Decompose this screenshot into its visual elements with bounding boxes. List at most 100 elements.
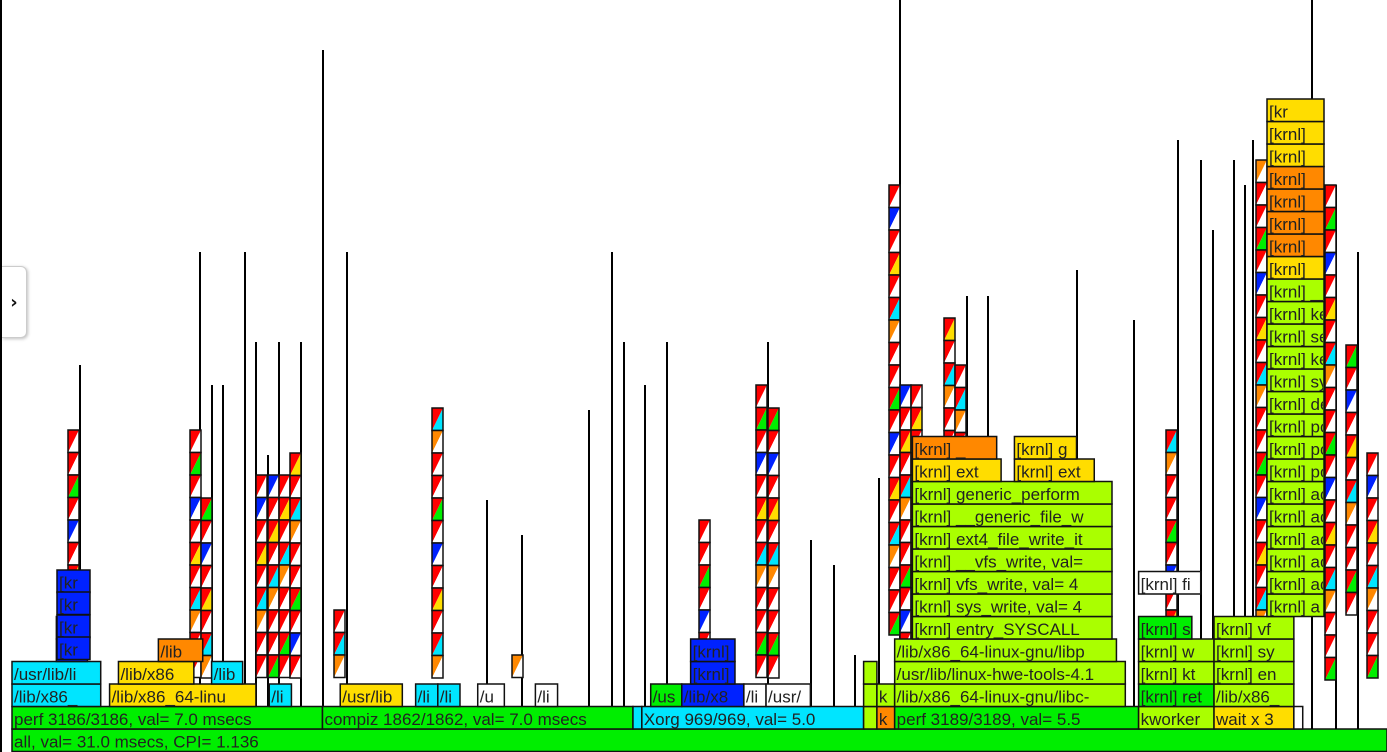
- flame-frame[interactable]: /lib: [157, 638, 204, 663]
- flame-frame[interactable]: [755, 519, 768, 544]
- flame-frame[interactable]: [278, 631, 291, 656]
- frame-half[interactable]: [1367, 588, 1378, 611]
- frame-half[interactable]: [201, 498, 212, 521]
- flame-frame[interactable]: [888, 521, 901, 546]
- flame-frame[interactable]: [899, 541, 912, 566]
- flame-frame[interactable]: [krnl] generic_perform: [911, 480, 1113, 505]
- flame-frame[interactable]: [189, 541, 202, 566]
- frame-half[interactable]: [889, 230, 900, 253]
- flame-frame[interactable]: [krnl] ac: [1266, 525, 1329, 550]
- flame-frame[interactable]: [888, 454, 901, 479]
- flame-frame[interactable]: [278, 541, 291, 566]
- flame-frame[interactable]: [431, 564, 444, 589]
- frame-half[interactable]: [190, 565, 201, 588]
- flame-frame[interactable]: [krnl] vfs_write, val= 4: [911, 570, 1113, 595]
- flame-frame[interactable]: [255, 519, 268, 544]
- frame-rect[interactable]: [1137, 615, 1193, 640]
- flame-frame[interactable]: [1345, 411, 1358, 436]
- frame-half[interactable]: [268, 475, 279, 498]
- flame-frame[interactable]: [1165, 474, 1178, 499]
- flame-frame[interactable]: [1255, 181, 1268, 206]
- flame-frame[interactable]: [1345, 501, 1358, 526]
- flame-frame[interactable]: [511, 654, 524, 679]
- flame-frame[interactable]: [267, 631, 280, 656]
- frame-half[interactable]: [768, 633, 779, 656]
- frame-half[interactable]: [1256, 317, 1267, 341]
- flame-frame[interactable]: [267, 654, 280, 679]
- frame-half[interactable]: [256, 520, 267, 543]
- flame-frame[interactable]: [189, 519, 202, 544]
- flame-frame[interactable]: [krnl] sy: [1213, 638, 1295, 663]
- flame-frame[interactable]: [200, 587, 213, 612]
- frame-half[interactable]: [290, 655, 301, 679]
- flame-frame[interactable]: [krnl] po: [1266, 458, 1329, 483]
- frame-half[interactable]: [699, 542, 710, 566]
- flame-frame[interactable]: [1324, 206, 1337, 231]
- flame-frame[interactable]: /lib/x86: [117, 660, 195, 685]
- flame-frame[interactable]: [1324, 454, 1337, 479]
- frame-half[interactable]: [1256, 452, 1267, 476]
- flame-frame[interactable]: [698, 609, 711, 634]
- frame-half[interactable]: [889, 545, 900, 568]
- flame-frame[interactable]: [krnl] sys_write, val= 4: [911, 593, 1113, 618]
- flame-frame[interactable]: [67, 474, 80, 499]
- flame-frame[interactable]: wait x 3: [1213, 705, 1295, 730]
- flame-frame[interactable]: /usr/lib/li: [11, 660, 102, 685]
- flame-frame[interactable]: [1324, 184, 1337, 209]
- flame-frame[interactable]: k: [876, 705, 896, 730]
- frame-rect[interactable]: [767, 654, 780, 679]
- frame-half[interactable]: [190, 452, 201, 476]
- flame-frame[interactable]: kworker: [1137, 705, 1215, 730]
- flame-frame[interactable]: [899, 496, 912, 521]
- frame-half[interactable]: [1367, 655, 1378, 679]
- frame-half[interactable]: [889, 522, 900, 546]
- frame-half[interactable]: [1325, 635, 1336, 658]
- flame-frame[interactable]: [1255, 384, 1268, 409]
- expand-panel-button[interactable]: ›: [2, 266, 27, 338]
- frame-half[interactable]: [201, 633, 212, 656]
- frame-half[interactable]: [1367, 520, 1378, 544]
- flame-frame[interactable]: [255, 609, 268, 634]
- flame-frame[interactable]: [krnl]: [689, 638, 736, 663]
- flame-frame[interactable]: [krnl] po: [1266, 413, 1329, 438]
- flame-frame[interactable]: [333, 609, 346, 634]
- frame-rect[interactable]: [437, 683, 461, 708]
- flame-frame[interactable]: [1324, 341, 1337, 366]
- frame-half[interactable]: [1325, 252, 1336, 276]
- flame-frame[interactable]: [767, 564, 780, 589]
- frame-half[interactable]: [201, 588, 212, 611]
- flame-frame[interactable]: [767, 632, 780, 657]
- flame-frame[interactable]: /lib/x86_64-linux-gnu/libc-: [893, 683, 1127, 708]
- frame-half[interactable]: [1325, 590, 1336, 613]
- frame-half[interactable]: [1256, 385, 1267, 408]
- frame-half[interactable]: [889, 410, 900, 433]
- frame-rect[interactable]: [210, 660, 244, 685]
- flame-frame[interactable]: /li: [534, 683, 559, 708]
- frame-half[interactable]: [432, 610, 443, 634]
- flame-frame[interactable]: [189, 564, 202, 589]
- frame-half[interactable]: [1346, 480, 1357, 503]
- flame-frame[interactable]: /u: [476, 683, 506, 708]
- frame-half[interactable]: [279, 542, 290, 566]
- flame-frame[interactable]: /lib/x86_64-linu: [108, 683, 257, 708]
- flame-frame[interactable]: [255, 654, 268, 679]
- flame-frame[interactable]: [189, 586, 202, 611]
- frame-half[interactable]: [1325, 500, 1336, 523]
- frame-half[interactable]: [201, 655, 212, 679]
- flame-frame[interactable]: /li: [268, 683, 293, 708]
- flame-frame[interactable]: [431, 632, 444, 657]
- flame-frame[interactable]: [189, 496, 202, 521]
- flame-frame[interactable]: [289, 519, 302, 544]
- frame-half[interactable]: [268, 565, 279, 588]
- flame-frame[interactable]: [1345, 479, 1358, 504]
- frame-half[interactable]: [256, 587, 267, 611]
- flame-frame[interactable]: [899, 384, 912, 409]
- flame-frame[interactable]: [189, 451, 202, 476]
- flame-frame[interactable]: [954, 386, 967, 411]
- flame-frame[interactable]: [333, 654, 346, 679]
- frame-half[interactable]: [889, 387, 900, 411]
- flame-frame[interactable]: [755, 631, 768, 656]
- frame-half[interactable]: [432, 633, 443, 656]
- flame-frame[interactable]: [755, 654, 768, 679]
- frame-rect[interactable]: [689, 638, 736, 663]
